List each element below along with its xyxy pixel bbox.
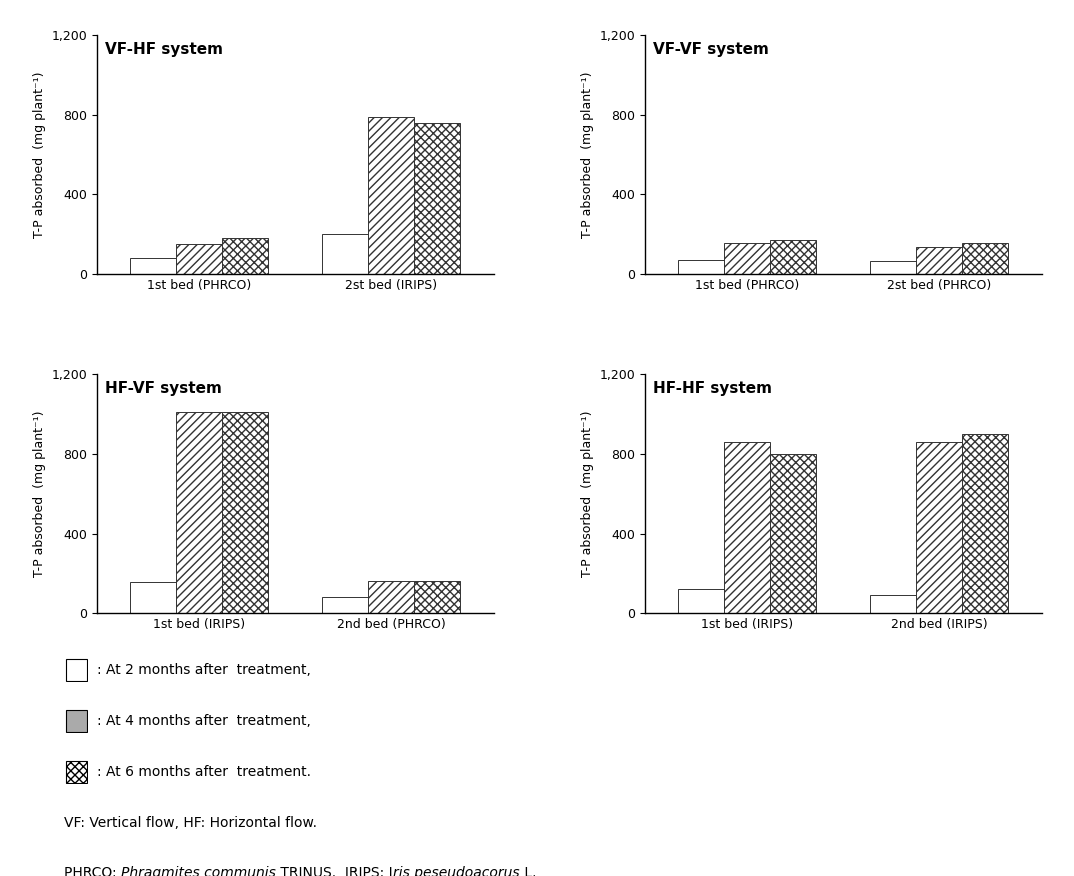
Bar [415,123,461,274]
Bar [916,247,962,274]
Text: ris peseudoacorus: ris peseudoacorus [393,866,520,876]
Bar [222,238,268,274]
Bar [322,597,368,613]
Text: VF-HF system: VF-HF system [104,42,222,57]
Text: HF-HF system: HF-HF system [653,381,771,397]
Bar [678,260,724,274]
Text: VF: Vertical flow, HF: Horizontal flow.: VF: Vertical flow, HF: Horizontal flow. [64,816,318,830]
Y-axis label: T-P absorbed  (mg plant⁻¹): T-P absorbed (mg plant⁻¹) [32,71,45,237]
Bar [130,583,176,613]
Bar [724,244,770,274]
Bar [368,582,415,613]
Y-axis label: T-P absorbed  (mg plant⁻¹): T-P absorbed (mg plant⁻¹) [581,411,594,577]
Bar [770,454,816,613]
Bar [322,234,368,274]
Text: PHRCO:: PHRCO: [64,866,121,876]
Bar [870,596,916,613]
Bar [678,590,724,613]
Bar [176,244,222,274]
Bar [770,240,816,274]
Bar [916,442,962,613]
Text: Phragmites communis: Phragmites communis [121,866,276,876]
Bar [962,434,1008,613]
Text: VF-VF system: VF-VF system [653,42,769,57]
Text: : At 4 months after  treatment,: : At 4 months after treatment, [97,714,310,728]
Bar [176,412,222,613]
Text: HF-VF system: HF-VF system [104,381,221,397]
Text: L.: L. [520,866,536,876]
Text: TRINUS.  IRIPS: I: TRINUS. IRIPS: I [276,866,393,876]
Y-axis label: T-P absorbed  (mg plant⁻¹): T-P absorbed (mg plant⁻¹) [581,71,594,237]
Bar [222,412,268,613]
Bar [962,244,1008,274]
Bar [870,261,916,274]
Bar [724,442,770,613]
Y-axis label: T-P absorbed  (mg plant⁻¹): T-P absorbed (mg plant⁻¹) [32,411,45,577]
Bar [368,117,415,274]
Text: : At 2 months after  treatment,: : At 2 months after treatment, [97,663,310,677]
Bar [415,582,461,613]
Bar [130,258,176,274]
Text: : At 6 months after  treatment.: : At 6 months after treatment. [97,765,310,779]
